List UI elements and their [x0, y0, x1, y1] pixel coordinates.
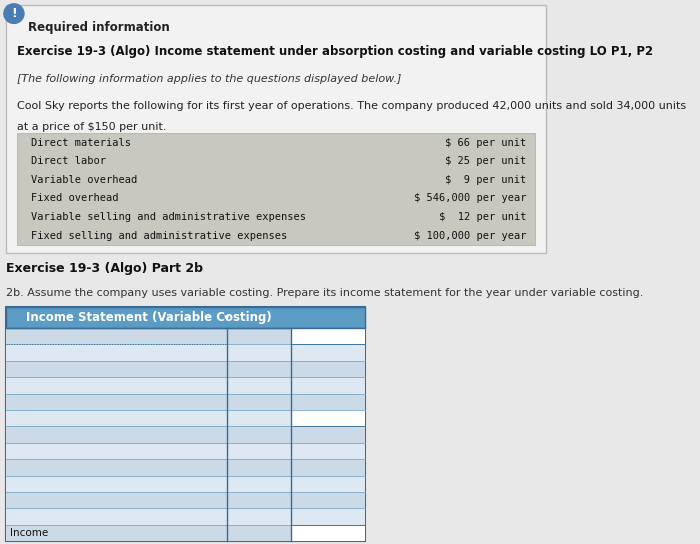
Text: $  12 per unit: $ 12 per unit	[439, 212, 526, 222]
Text: $ 100,000 per year: $ 100,000 per year	[414, 231, 526, 240]
Bar	[6, 307, 365, 541]
Text: ▼: ▼	[224, 314, 229, 321]
Circle shape	[4, 4, 24, 23]
Text: Required information: Required information	[28, 21, 169, 34]
Text: $ 25 per unit: $ 25 per unit	[445, 156, 526, 166]
Text: Direct materials: Direct materials	[31, 138, 131, 147]
Bar	[6, 394, 365, 410]
Text: Fixed selling and administrative expenses: Fixed selling and administrative expense…	[31, 231, 287, 240]
Bar	[6, 328, 365, 344]
Text: $  9 per unit: $ 9 per unit	[445, 175, 526, 185]
Text: Exercise 19-3 (Algo) Part 2b: Exercise 19-3 (Algo) Part 2b	[6, 262, 202, 275]
Bar	[6, 377, 365, 394]
Text: Variable selling and administrative expenses: Variable selling and administrative expe…	[31, 212, 306, 222]
Bar	[6, 361, 365, 377]
Text: $ 66 per unit: $ 66 per unit	[445, 138, 526, 147]
Bar	[6, 426, 365, 443]
Bar	[291, 525, 365, 541]
Text: Fixed overhead: Fixed overhead	[31, 193, 118, 203]
Text: Exercise 19-3 (Algo) Income statement under absorption costing and variable cost: Exercise 19-3 (Algo) Income statement un…	[17, 45, 653, 58]
Text: !: !	[11, 7, 17, 20]
Text: Income: Income	[10, 528, 48, 538]
Text: Direct labor: Direct labor	[31, 156, 106, 166]
Bar	[6, 509, 365, 525]
Bar	[6, 410, 365, 426]
Text: Variable overhead: Variable overhead	[31, 175, 137, 185]
Text: 2b. Assume the company uses variable costing. Prepare its income statement for t: 2b. Assume the company uses variable cos…	[6, 288, 643, 298]
Text: [The following information applies to the questions displayed below.]: [The following information applies to th…	[17, 74, 401, 84]
Text: $ 546,000 per year: $ 546,000 per year	[414, 193, 526, 203]
Bar	[6, 459, 365, 475]
Bar	[6, 443, 365, 459]
Text: Income Statement (Variable Costing): Income Statement (Variable Costing)	[27, 311, 272, 324]
Text: Cool Sky reports the following for its first year of operations. The company pro: Cool Sky reports the following for its f…	[17, 101, 686, 111]
Bar	[6, 344, 365, 361]
Bar	[291, 410, 365, 426]
Bar	[6, 492, 365, 509]
Bar	[6, 525, 365, 541]
Text: at a price of $150 per unit.: at a price of $150 per unit.	[17, 122, 166, 132]
Bar	[6, 307, 365, 328]
Bar	[6, 5, 546, 253]
Bar	[6, 475, 365, 492]
Bar	[17, 133, 535, 245]
Bar	[291, 328, 365, 344]
